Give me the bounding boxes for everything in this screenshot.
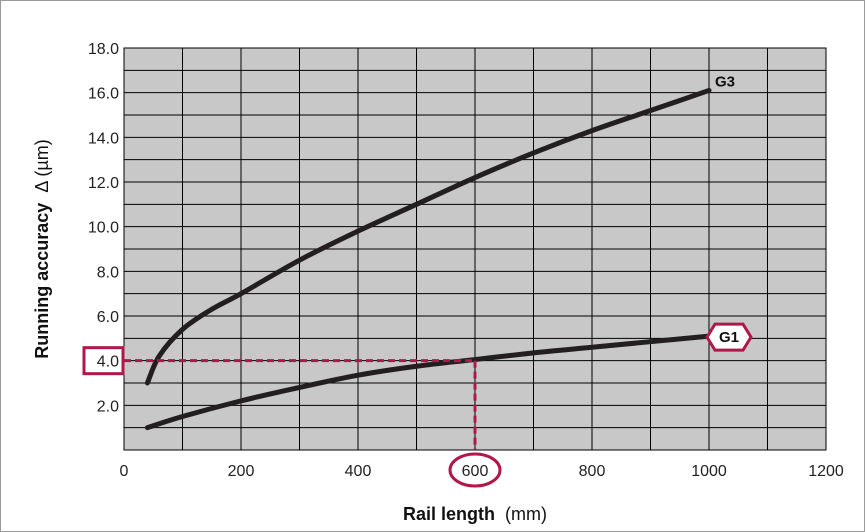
y-tick-label: 18.0	[88, 41, 119, 58]
y-tick-label: 12.0	[88, 175, 119, 192]
annotation-y-box	[82, 346, 125, 376]
y-tick-label: 8.0	[97, 264, 119, 281]
series-line-g3	[144, 87, 712, 386]
series-lines: G3 G1	[144, 73, 753, 431]
x-tick-label: 600	[462, 463, 489, 480]
series-label-g3: G3	[715, 73, 735, 90]
x-axis-label: Rail length (mm)	[403, 504, 547, 524]
series-line-g1	[144, 333, 712, 431]
annotation	[82, 346, 502, 488]
y-tick-label: 14.0	[88, 130, 119, 147]
annotation-x-ellipse	[448, 452, 502, 488]
y-axis-label: Running accuracy Δ (µm)	[32, 139, 52, 358]
x-tick-label: 1000	[691, 463, 727, 480]
y-tick-label: 2.0	[97, 398, 119, 415]
x-axis-label-bold: Rail length	[403, 504, 495, 524]
y-axis-label-bold: Running accuracy	[32, 203, 52, 359]
series-badge-g1	[705, 322, 753, 352]
y-axis-label-unit: Δ (µm)	[32, 139, 52, 192]
y-tick-label: 16.0	[88, 86, 119, 103]
series-label-g1: G1	[719, 329, 739, 346]
x-tick-label: 1200	[808, 463, 844, 480]
x-tick-label: 400	[345, 463, 372, 480]
x-tick-label: 200	[228, 463, 255, 480]
y-axis-ticks: 2.0 4.0 6.0 8.0 10.0 12.0 14.0 16.0 18.0	[88, 41, 119, 415]
y-tick-label: 6.0	[97, 309, 119, 326]
x-tick-label: 0	[120, 463, 129, 480]
y-tick-label: 10.0	[88, 220, 119, 237]
x-axis-ticks: 0 200 400 600 800 1000 1200	[120, 463, 844, 480]
x-tick-label: 800	[579, 463, 606, 480]
y-tick-label: 4.0	[97, 354, 119, 371]
x-axis-label-unit: (mm)	[505, 504, 547, 524]
